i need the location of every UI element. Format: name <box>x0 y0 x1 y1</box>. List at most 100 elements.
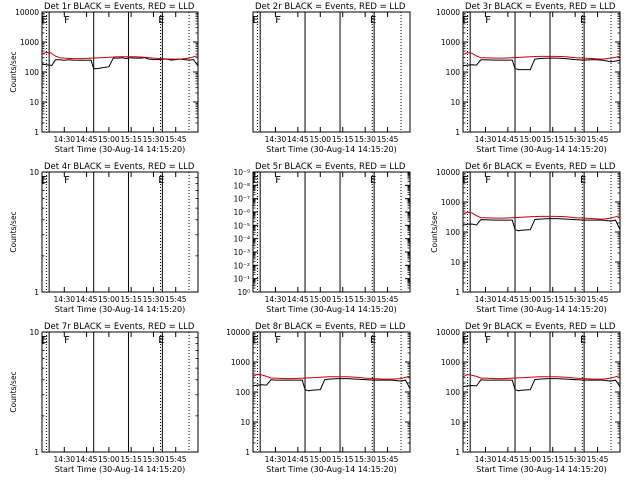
y-tick-label: 10⁻¹ <box>233 275 250 284</box>
y-tick-label: 10⁻⁶ <box>233 208 250 217</box>
x-tick-label: 14:30 <box>265 135 287 144</box>
y-tick-label: 10⁻⁴ <box>233 235 250 244</box>
y-tick-label: 10⁻⁹ <box>233 168 250 177</box>
x-tick-label: 14:30 <box>475 295 497 304</box>
x-tick-label: 15:30 <box>354 135 376 144</box>
x-axis-label: Start Time (30-Aug-14 14:15:20) <box>266 305 397 314</box>
x-tick-label: 15:00 <box>519 135 541 144</box>
series-lld <box>462 52 621 60</box>
panel-det-6: Det 6r BLACK = Events, RED = LLD 1 10 100 10… <box>430 162 621 314</box>
y-tick-label: 10 <box>450 98 460 107</box>
x-axis-label: Start Time (30-Aug-14 14:15:20) <box>55 465 186 474</box>
series-events <box>252 378 411 392</box>
x-axis-label: Start Time (30-Aug-14 14:15:20) <box>476 465 607 474</box>
y-tick-label: 10⁻⁷ <box>233 195 250 204</box>
x-tick-label: 15:45 <box>377 295 399 304</box>
panel-det-9: Det 9r BLACK = Events, RED = LLD 1 10 100 10… <box>436 322 621 474</box>
x-tick-label: 15:15 <box>542 135 564 144</box>
plot-frame <box>462 171 621 293</box>
event-marker-E: E <box>370 15 376 26</box>
y-tick-label: 100 <box>446 228 461 237</box>
x-tick-label: 15:00 <box>309 135 331 144</box>
y-tick-label: 100 <box>236 388 251 397</box>
event-marker-F: F <box>275 15 281 26</box>
x-tick-label: 14:45 <box>76 135 98 144</box>
x-tick-label: 15:00 <box>98 135 120 144</box>
plot-frame <box>252 171 411 293</box>
y-tick-label: 10000 <box>436 8 460 17</box>
x-tick-label: 14:30 <box>475 135 497 144</box>
x-tick-label: 15:00 <box>309 295 331 304</box>
panel-det-2: Det 2r BLACK = Events, RED = LLD 14:30 14:… <box>252 2 411 154</box>
y-tick-label: 100 <box>25 68 40 77</box>
x-tick-label: 15:15 <box>332 135 354 144</box>
x-tick-label: 15:30 <box>354 455 376 464</box>
y-tick-label: 10000 <box>436 328 460 337</box>
y-tick-label: 10⁻² <box>233 261 250 270</box>
y-tick-label: 1000 <box>441 198 460 207</box>
x-tick-label: 14:45 <box>497 295 519 304</box>
y-tick-label: 10⁻³ <box>233 248 250 257</box>
y-tick-label: 1000 <box>441 38 460 47</box>
series-events <box>462 218 621 232</box>
panel-det-5: Det 5r BLACK = Events, RED = LLD 10⁰ 10⁻¹ 1… <box>233 162 411 314</box>
x-tick-label: 15:15 <box>332 455 354 464</box>
event-marker-F: F <box>64 335 70 346</box>
x-tick-label: 14:45 <box>497 135 519 144</box>
x-tick-label: 15:00 <box>309 455 331 464</box>
panel-det-1: Det 1r BLACK = Events, RED = LLD 1 10 100 10… <box>9 2 199 154</box>
event-marker-E: E <box>42 335 48 346</box>
y-tick-label: 1000 <box>441 358 460 367</box>
y-tick-label: 10000 <box>226 328 250 337</box>
event-marker-E: E <box>370 175 376 186</box>
panel-title: Det 9r BLACK = Events, RED = LLD <box>465 322 616 332</box>
panel-title: Det 8r BLACK = Events, RED = LLD <box>255 322 406 332</box>
series-lld <box>41 51 199 60</box>
event-marker-E: E <box>253 175 259 186</box>
x-tick-label: 15:30 <box>143 295 165 304</box>
series-lld <box>252 373 411 380</box>
x-tick-label: 15:30 <box>143 135 165 144</box>
y-axis-label: Counts/sec <box>9 51 18 92</box>
x-tick-label: 15:30 <box>354 295 376 304</box>
x-tick-label: 15:15 <box>542 455 564 464</box>
x-axis-label: Start Time (30-Aug-14 14:15:20) <box>55 305 186 314</box>
x-tick-label: 15:45 <box>587 455 609 464</box>
event-marker-F: F <box>64 15 70 26</box>
x-tick-label: 15:45 <box>165 135 187 144</box>
y-tick-label: 10 <box>450 258 460 267</box>
event-marker-E: E <box>158 175 164 186</box>
x-tick-label: 15:30 <box>564 455 586 464</box>
x-tick-label: 14:30 <box>265 295 287 304</box>
event-marker-F: F <box>275 335 281 346</box>
y-tick-label: 1 <box>455 448 460 457</box>
y-tick-label: 10000 <box>15 8 39 17</box>
y-tick-label: 10000 <box>436 168 460 177</box>
x-axis-label: Start Time (30-Aug-14 14:15:20) <box>266 465 397 474</box>
event-marker-E: E <box>158 335 164 346</box>
x-tick-label: 14:30 <box>53 295 75 304</box>
x-tick-label: 14:30 <box>53 135 75 144</box>
x-tick-label: 14:45 <box>76 295 98 304</box>
x-tick-label: 15:00 <box>519 455 541 464</box>
x-axis-label: Start Time (30-Aug-14 14:15:20) <box>55 145 186 154</box>
y-tick-label: 10 <box>450 418 460 427</box>
x-tick-label: 15:15 <box>120 135 142 144</box>
panel-det-4: Det 4r BLACK = Events, RED = LLD 1 10 14:30… <box>9 162 199 314</box>
event-marker-F: F <box>275 175 281 186</box>
plot-frame <box>41 331 199 453</box>
event-marker-F: F <box>64 175 70 186</box>
x-tick-label: 15:30 <box>564 135 586 144</box>
event-marker-F: F <box>485 335 491 346</box>
y-axis-label: Counts/sec <box>9 211 18 252</box>
y-tick-label: 100 <box>446 388 461 397</box>
x-tick-label: 15:15 <box>120 455 142 464</box>
panel-title: Det 7r BLACK = Events, RED = LLD <box>44 322 195 332</box>
plot-frame <box>462 11 621 133</box>
x-tick-label: 14:30 <box>475 455 497 464</box>
x-tick-label: 14:45 <box>287 295 309 304</box>
y-tick-label: 1 <box>455 128 460 137</box>
x-tick-label: 14:45 <box>287 135 309 144</box>
x-tick-label: 15:15 <box>332 295 354 304</box>
event-marker-F: F <box>485 15 491 26</box>
